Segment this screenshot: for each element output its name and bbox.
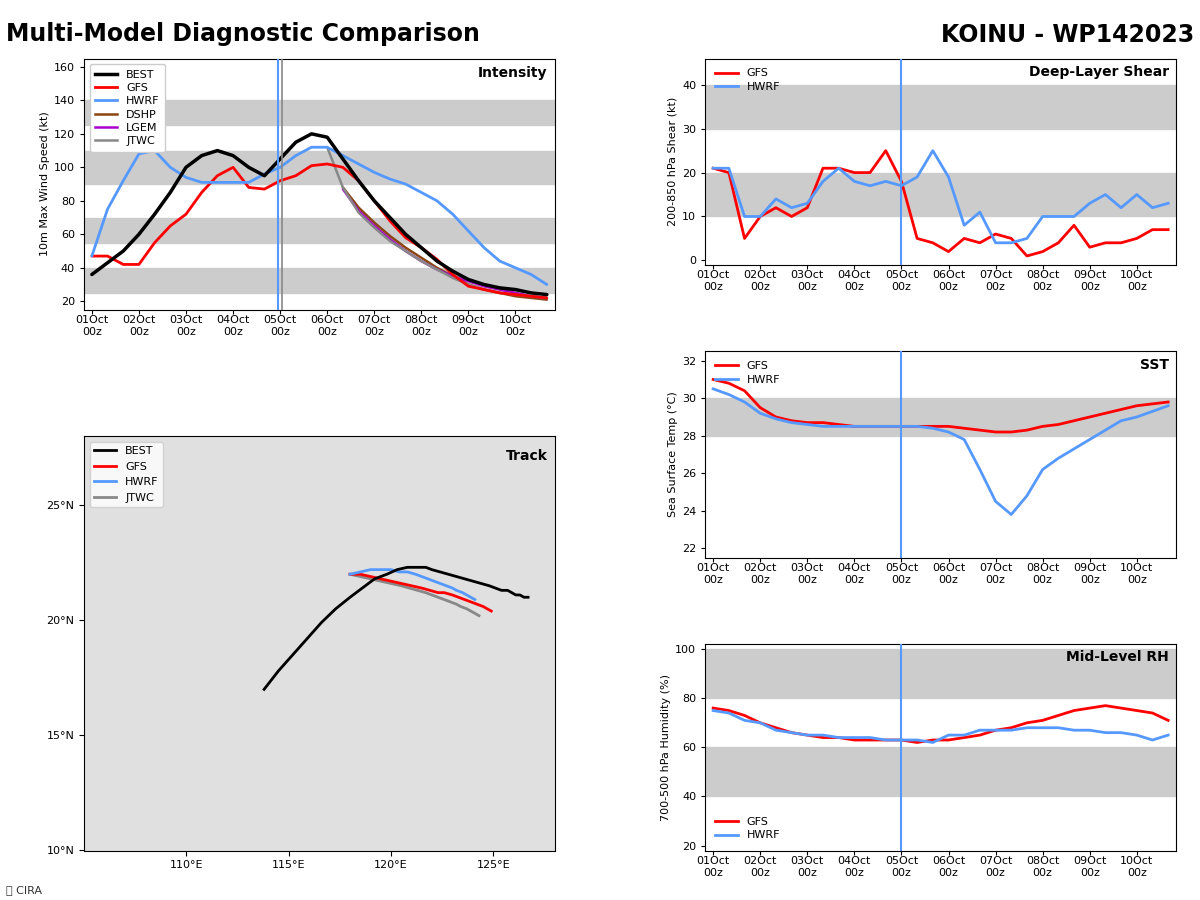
Text: KOINU - WP142023: KOINU - WP142023 <box>941 22 1194 47</box>
Legend: BEST, GFS, HWRF, DSHP, LGEM, JTWC: BEST, GFS, HWRF, DSHP, LGEM, JTWC <box>90 64 166 152</box>
Y-axis label: 10m Max Wind Speed (kt): 10m Max Wind Speed (kt) <box>40 112 49 256</box>
Text: Mid-Level RH: Mid-Level RH <box>1066 651 1169 664</box>
Text: Track: Track <box>505 448 547 463</box>
Legend: BEST, GFS, HWRF, JTWC: BEST, GFS, HWRF, JTWC <box>90 442 163 508</box>
Text: Multi-Model Diagnostic Comparison: Multi-Model Diagnostic Comparison <box>6 22 480 47</box>
Text: Intensity: Intensity <box>478 66 547 80</box>
Bar <box>84 218 554 243</box>
Bar <box>84 101 554 125</box>
Bar <box>706 398 1176 436</box>
Y-axis label: 700-500 hPa Humidity (%): 700-500 hPa Humidity (%) <box>661 674 671 821</box>
Legend: GFS, HWRF: GFS, HWRF <box>710 813 785 845</box>
Text: SST: SST <box>1140 357 1169 372</box>
Legend: GFS, HWRF: GFS, HWRF <box>710 357 785 389</box>
Text: Deep-Layer Shear: Deep-Layer Shear <box>1028 65 1169 78</box>
Legend: GFS, HWRF: GFS, HWRF <box>710 64 785 96</box>
Bar <box>706 747 1176 796</box>
Bar <box>706 649 1176 698</box>
Y-axis label: 200-850 hPa Shear (kt): 200-850 hPa Shear (kt) <box>668 97 678 226</box>
Bar <box>84 268 554 292</box>
Bar <box>84 150 554 184</box>
Y-axis label: Sea Surface Temp (°C): Sea Surface Temp (°C) <box>668 392 678 518</box>
Bar <box>706 85 1176 129</box>
Bar <box>706 173 1176 217</box>
Text: ⬛ CIRA: ⬛ CIRA <box>6 886 42 896</box>
